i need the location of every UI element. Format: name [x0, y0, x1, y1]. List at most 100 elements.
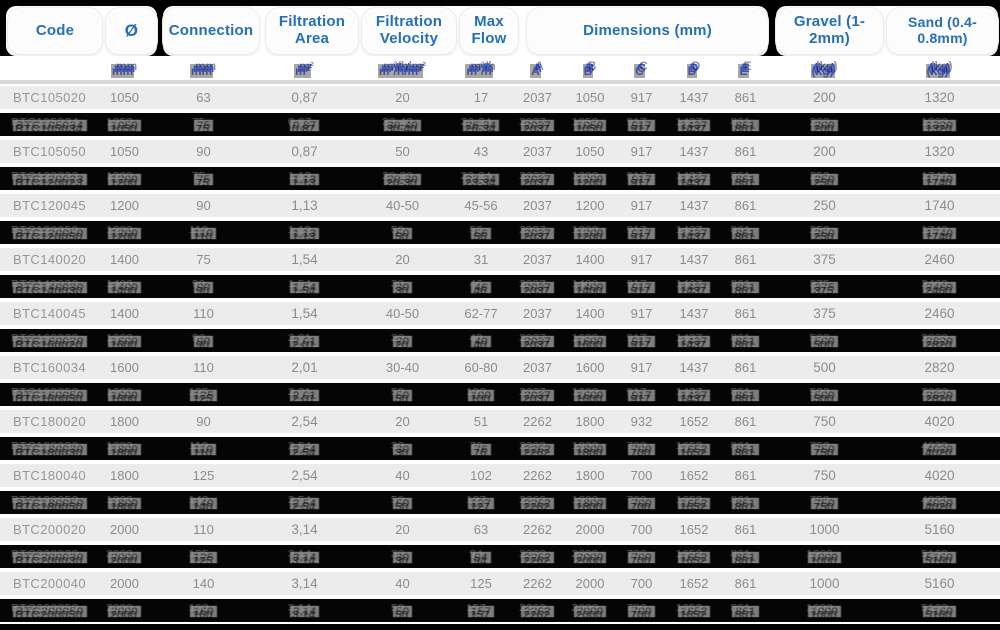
- row-code: BTC180040: [13, 468, 86, 483]
- units-row: mm mm m² m³/h/m² m³/h A B C D E (kg) (kg): [0, 56, 1000, 84]
- row-value: 1600: [575, 360, 605, 375]
- column-header-dimensions: Dimensions (mm): [527, 8, 768, 54]
- row-value: 1200: [572, 224, 607, 242]
- row-value: 2262: [523, 414, 552, 429]
- row-value: 1800: [575, 468, 605, 483]
- table-cell: 2037: [511, 170, 564, 188]
- table-cell: 2,01: [255, 332, 354, 350]
- table-cell: BTC120023: [0, 170, 97, 188]
- table-cell: BTC160050: [0, 386, 97, 404]
- table-cell: 2,54: [255, 494, 354, 512]
- table-cell: 861: [721, 522, 770, 537]
- row-value: 917: [626, 332, 655, 350]
- table-cell: 1600: [97, 360, 152, 375]
- table-cell: 2820: [879, 386, 1000, 404]
- row-value: 0,87: [291, 90, 318, 105]
- row-value: 3,14: [288, 602, 320, 620]
- table-cell: 140: [152, 576, 255, 591]
- row-code: BTC120050: [11, 224, 87, 242]
- row-value: 110: [189, 224, 217, 242]
- row-code: BTC200050: [11, 602, 87, 620]
- row-value: 56: [469, 224, 491, 242]
- row-value: 75: [196, 252, 211, 267]
- row-value: 2037: [523, 360, 552, 375]
- table-cell: 125: [152, 468, 255, 483]
- table-cell: 2820: [879, 332, 1000, 350]
- row-value: 1800: [572, 494, 607, 512]
- unit-label: E: [738, 59, 752, 78]
- row-value: 2037: [519, 332, 554, 350]
- table-cell: 1400: [564, 252, 616, 267]
- row-value: 1000: [809, 522, 840, 537]
- row-value: 20: [395, 414, 410, 429]
- row-value: 20-30: [382, 170, 421, 188]
- row-value: 750: [813, 468, 836, 483]
- table-cell: BTC120050: [0, 224, 97, 242]
- table-cell: 2262: [511, 602, 564, 620]
- table-cell: 20-30: [354, 170, 451, 188]
- row-code: BTC140020: [13, 252, 86, 267]
- table-cell: 2037: [511, 198, 564, 213]
- row-value: 700: [630, 468, 653, 483]
- row-value: 3,14: [291, 576, 318, 591]
- row-value: 30: [391, 440, 413, 458]
- table-cell: BTC200020: [0, 522, 97, 537]
- row-value: 2,54: [291, 468, 318, 483]
- row-value: 50: [395, 144, 410, 159]
- row-code: BTC200020: [13, 522, 86, 537]
- row-value: 1,54: [288, 278, 320, 296]
- table-cell: BTC105034: [0, 116, 97, 134]
- row-value: 500: [813, 360, 836, 375]
- row-value: 2820: [921, 386, 956, 404]
- row-value: 1000: [806, 602, 841, 620]
- table-cell: 3,14: [255, 522, 354, 537]
- row-value: 2,01: [288, 386, 320, 404]
- row-value: 2820: [924, 360, 955, 375]
- row-value: 1600: [106, 332, 141, 350]
- unit-label: B: [582, 59, 596, 78]
- row-value: 1400: [110, 252, 139, 267]
- table-cell: 157: [451, 602, 511, 620]
- table-cell: 0,87: [255, 90, 354, 105]
- row-value: 861: [734, 306, 757, 321]
- table-cell: 2037: [511, 224, 564, 242]
- table-cell: 110: [152, 224, 255, 242]
- table-cell: 1,54: [255, 306, 354, 321]
- table-cell: 1600: [564, 332, 616, 350]
- row-value: 1800: [575, 414, 605, 429]
- table-cell: 861: [721, 440, 770, 458]
- table-cell: 1,54: [255, 278, 354, 296]
- table-cell: 1800: [564, 414, 616, 429]
- table-cell: 1600: [564, 360, 616, 375]
- table-cell: 500: [770, 360, 879, 375]
- table-cell: 50: [354, 224, 451, 242]
- table-cell: 5160: [879, 576, 1000, 591]
- table-row-ghosted: BTC200030 2000 125 3,14 30 94 2262 2000 700 1652 8…: [0, 543, 1000, 570]
- table-cell: 2460: [879, 252, 1000, 267]
- table-cell: 861: [721, 548, 770, 566]
- table-cell: 90: [152, 278, 255, 296]
- table-cell: 30: [354, 278, 451, 296]
- row-value: 1000: [809, 576, 840, 591]
- table-cell: 1000: [770, 576, 879, 591]
- table-cell: 2037: [511, 306, 564, 321]
- column-header-gravel: Gravel (1-2mm): [776, 8, 883, 54]
- table-cell: 40: [354, 576, 451, 591]
- row-value: 861: [730, 170, 759, 188]
- unit-label: mm: [189, 59, 217, 78]
- table-cell: 1200: [97, 170, 152, 188]
- row-value: 4020: [921, 494, 956, 512]
- row-value: 1652: [679, 576, 709, 591]
- table-cell: 20: [354, 522, 451, 537]
- table-cell: 5160: [879, 602, 1000, 620]
- table-cell: 2262: [511, 522, 564, 537]
- table-cell: 51: [451, 414, 511, 429]
- unit-label: m³/h: [465, 59, 496, 78]
- row-value: 140: [188, 494, 217, 512]
- column-header-max-flow: Max Flow: [460, 8, 518, 54]
- row-value: 17: [473, 90, 489, 105]
- table-cell: 917: [616, 198, 667, 213]
- row-value: 861: [734, 252, 757, 267]
- row-code: BTC180030: [11, 440, 87, 458]
- table-cell: 1050: [564, 90, 616, 105]
